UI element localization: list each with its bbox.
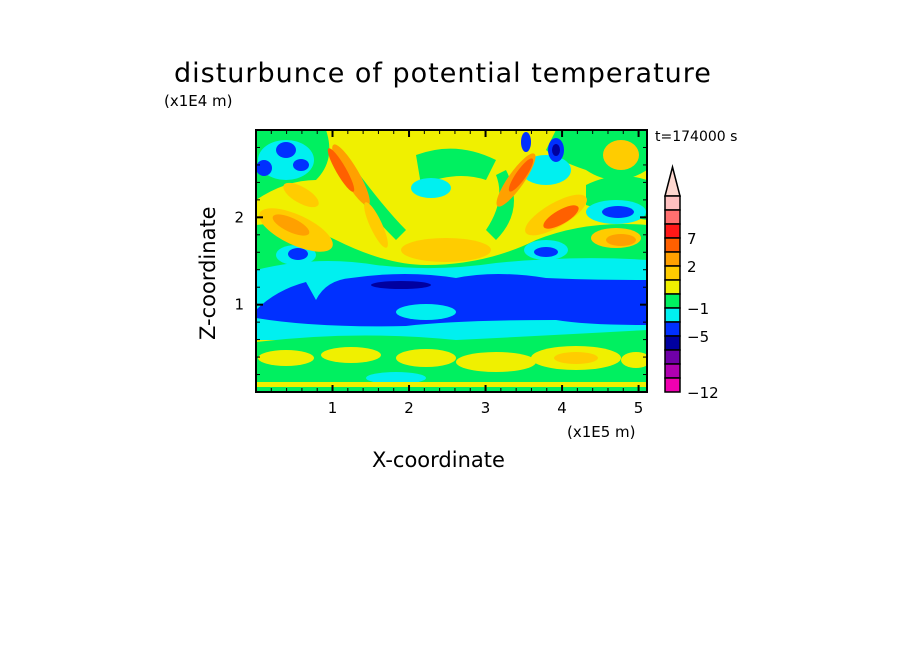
x-tick-label: 4 <box>557 399 567 417</box>
colorbar-segment <box>664 279 681 295</box>
colorbar-label: −12 <box>687 384 719 402</box>
y-tick-label: 1 <box>234 296 244 314</box>
x-tick-label: 1 <box>328 399 338 417</box>
colorbar-segment <box>664 335 681 351</box>
colorbar-segment <box>664 321 681 337</box>
plot-frame <box>255 129 648 393</box>
colorbar-segment <box>664 293 681 309</box>
colorbar-label: 2 <box>687 258 697 276</box>
colorbar: 7 2 −1 −5 −12 <box>664 164 719 402</box>
colorbar-label: −1 <box>687 300 709 318</box>
x-axis-label: X-coordinate <box>372 448 505 472</box>
colorbar-segment <box>664 251 681 267</box>
contour-field <box>256 130 647 392</box>
colorbar-segment <box>664 377 681 393</box>
x-tick-label: 5 <box>634 399 644 417</box>
time-annotation: t=174000 s <box>655 129 738 145</box>
x-axis-unit: (x1E5 m) <box>567 423 636 441</box>
colorbar-segment <box>664 237 681 253</box>
colorbar-segment <box>664 223 681 239</box>
colorbar-segment <box>664 349 681 365</box>
colorbar-segment <box>664 195 681 211</box>
colorbar-segment <box>664 307 681 323</box>
colorbar-extend-triangle <box>664 164 681 197</box>
colorbar-label: −5 <box>687 328 709 346</box>
chart-title: disturbunce of potential temperature <box>174 58 712 89</box>
colorbar-segment <box>664 209 681 225</box>
colorbar-segment <box>664 265 681 281</box>
x-tick-label: 2 <box>404 399 414 417</box>
axis-ticks: 1 2 3 4 5 1 2 <box>234 130 647 417</box>
y-tick-label: 2 <box>234 208 244 226</box>
colorbar-label: 7 <box>687 230 697 248</box>
colorbar-segment <box>664 363 681 379</box>
x-tick-label: 3 <box>481 399 491 417</box>
y-axis-unit: (x1E4 m) <box>164 92 233 110</box>
